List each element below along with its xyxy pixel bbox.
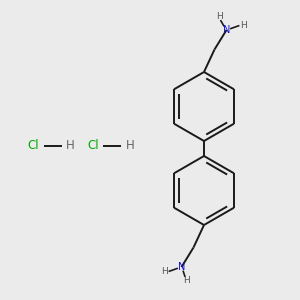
- Text: H: H: [66, 139, 75, 152]
- Text: N: N: [223, 25, 230, 35]
- Text: Cl: Cl: [87, 139, 99, 152]
- Text: H: H: [183, 276, 189, 285]
- Text: N: N: [178, 262, 185, 272]
- Text: H: H: [240, 21, 246, 30]
- Text: Cl: Cl: [27, 139, 39, 152]
- Text: H: H: [216, 12, 222, 21]
- Text: H: H: [162, 267, 168, 276]
- Text: H: H: [126, 139, 135, 152]
